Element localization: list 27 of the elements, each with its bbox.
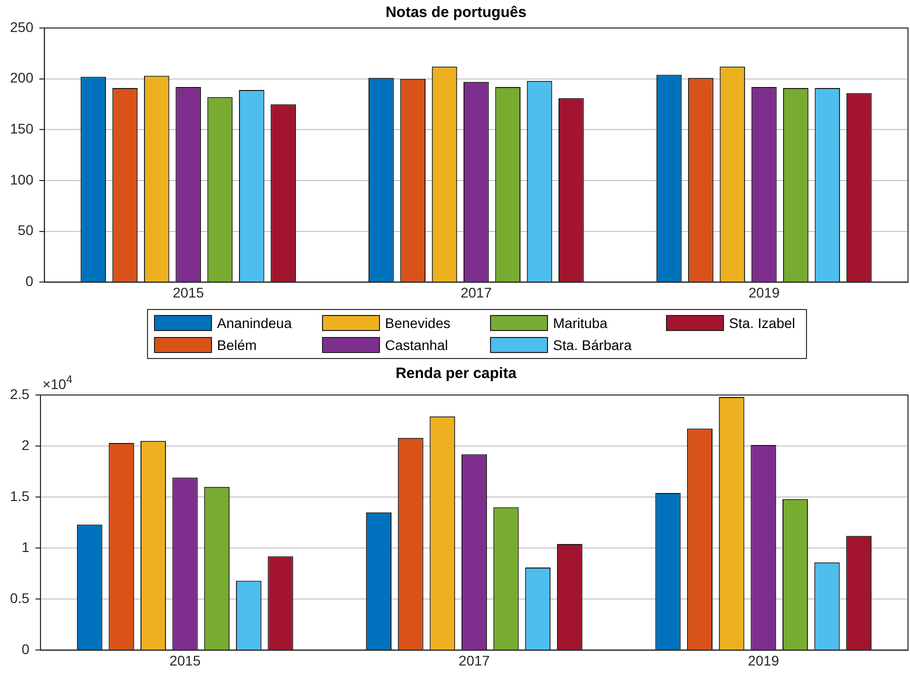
chart-title: Notas de português [386,4,526,22]
y-tick-label: 0 [22,641,30,658]
y-tick-label: 200 [10,70,34,86]
x-tick-label: 2019 [748,652,780,668]
x-tick-label: 2015 [172,284,204,300]
chart-title: Renda per capita [396,365,518,382]
legend-label: Sta. Izabel [729,315,796,331]
y-tick-label: 250 [10,18,34,35]
x-tick-label: 2017 [460,284,492,300]
x-tick-label: 2019 [748,284,780,300]
x-tick-label: 2017 [458,652,490,668]
legend-label: Benevides [385,315,450,331]
legend-label: Sta. Bárbara [553,337,632,353]
y-tick-label: 1.5 [10,488,30,504]
y-tick-label: 50 [18,222,34,238]
legend-label: Ananindeua [217,315,292,331]
y-tick-label: 100 [10,171,34,188]
y-tick-label: 2.5 [10,386,30,402]
y-tick-label: 2 [22,436,30,453]
legend-label: Belém [217,337,257,353]
y-tick-label: 0 [26,273,34,290]
legend-label: Castanhal [385,337,448,353]
y-tick-label: 1 [22,538,30,555]
y-tick-label: 150 [10,120,34,137]
y-tick-label: 0.5 [10,590,30,606]
legend-label: Marituba [553,315,608,331]
x-tick-label: 2015 [169,652,201,668]
